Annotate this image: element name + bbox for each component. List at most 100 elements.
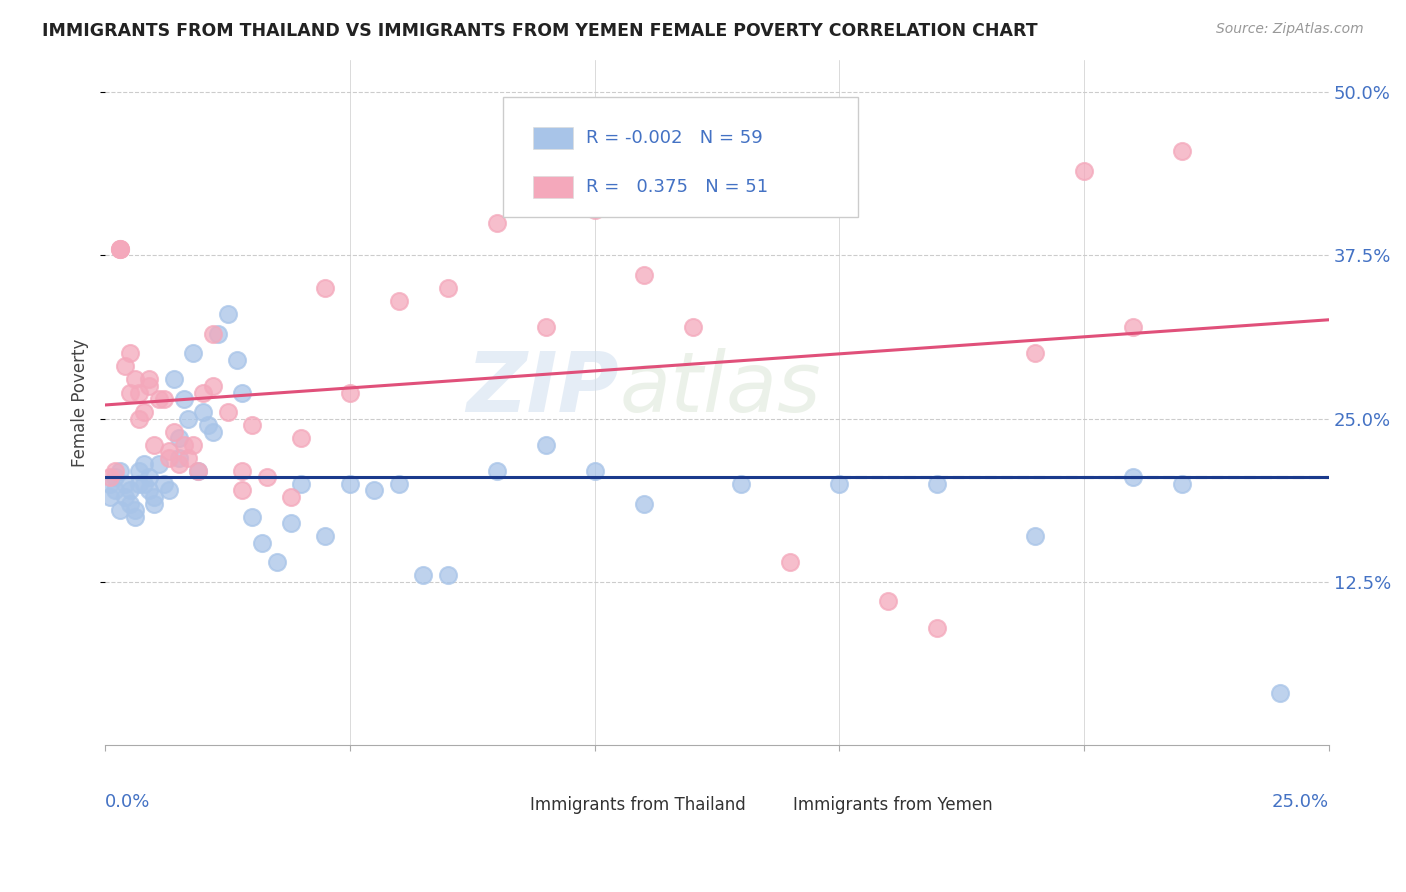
Point xyxy=(167,431,190,445)
Bar xyxy=(491,789,522,805)
Y-axis label: Female Poverty: Female Poverty xyxy=(72,338,89,467)
Point xyxy=(191,405,214,419)
Point xyxy=(363,483,385,498)
Point xyxy=(633,496,655,510)
Point xyxy=(231,385,253,400)
Point xyxy=(314,529,336,543)
Point xyxy=(114,359,136,374)
Point xyxy=(181,438,204,452)
Point xyxy=(240,509,263,524)
Point xyxy=(104,470,127,484)
Text: 0.0%: 0.0% xyxy=(105,793,150,811)
Point xyxy=(927,477,949,491)
Point xyxy=(138,372,160,386)
Point xyxy=(485,464,508,478)
Point xyxy=(177,411,200,425)
Point xyxy=(124,509,146,524)
Point xyxy=(730,477,752,491)
Point xyxy=(118,496,141,510)
Point xyxy=(266,555,288,569)
Text: R = -0.002   N = 59: R = -0.002 N = 59 xyxy=(586,129,763,147)
Point xyxy=(128,477,150,491)
Point xyxy=(134,458,156,472)
Point xyxy=(157,483,180,498)
Point xyxy=(290,431,312,445)
Point xyxy=(138,470,160,484)
Point xyxy=(124,503,146,517)
Point xyxy=(143,496,166,510)
Point xyxy=(153,477,176,491)
Point xyxy=(148,458,170,472)
Point xyxy=(633,268,655,282)
Point xyxy=(138,483,160,498)
Point xyxy=(388,294,411,309)
Point xyxy=(1122,470,1144,484)
Point xyxy=(201,326,224,341)
Point xyxy=(191,385,214,400)
Point xyxy=(163,425,186,439)
Point xyxy=(118,483,141,498)
Point xyxy=(201,379,224,393)
Point xyxy=(226,352,249,367)
Point xyxy=(98,477,121,491)
Point xyxy=(108,503,131,517)
Point xyxy=(314,281,336,295)
Point xyxy=(134,477,156,491)
Point xyxy=(583,202,606,217)
Point xyxy=(280,516,302,530)
Point xyxy=(187,464,209,478)
Point xyxy=(217,405,239,419)
Point xyxy=(104,483,127,498)
Point xyxy=(173,392,195,406)
Text: R =   0.375   N = 51: R = 0.375 N = 51 xyxy=(586,178,768,196)
Text: Immigrants from Thailand: Immigrants from Thailand xyxy=(530,797,745,814)
Point xyxy=(828,477,851,491)
Point xyxy=(143,438,166,452)
Point xyxy=(583,464,606,478)
Point xyxy=(108,242,131,256)
Point xyxy=(779,555,801,569)
Point xyxy=(108,242,131,256)
Point xyxy=(148,392,170,406)
Point xyxy=(201,425,224,439)
Point xyxy=(167,458,190,472)
Point xyxy=(388,477,411,491)
Point xyxy=(877,594,900,608)
Point xyxy=(207,326,229,341)
Point xyxy=(104,464,127,478)
Point xyxy=(339,477,361,491)
Point xyxy=(108,464,131,478)
Bar xyxy=(754,789,785,805)
Point xyxy=(98,470,121,484)
Point xyxy=(118,346,141,360)
Point xyxy=(682,320,704,334)
Point xyxy=(256,470,278,484)
Point xyxy=(231,464,253,478)
Point xyxy=(118,385,141,400)
Point xyxy=(280,490,302,504)
Point xyxy=(157,450,180,465)
Point xyxy=(138,379,160,393)
Point xyxy=(108,242,131,256)
Point xyxy=(927,621,949,635)
Point xyxy=(250,535,273,549)
Point xyxy=(485,216,508,230)
Bar xyxy=(533,176,572,198)
Point xyxy=(534,438,557,452)
Point xyxy=(436,281,458,295)
Point xyxy=(436,568,458,582)
Text: ZIP: ZIP xyxy=(467,348,619,429)
Point xyxy=(1268,686,1291,700)
Point xyxy=(173,438,195,452)
Bar xyxy=(533,128,572,149)
Point xyxy=(1073,163,1095,178)
Point xyxy=(290,477,312,491)
Text: Source: ZipAtlas.com: Source: ZipAtlas.com xyxy=(1216,22,1364,37)
Point xyxy=(134,405,156,419)
Point xyxy=(114,477,136,491)
Point xyxy=(181,346,204,360)
Point xyxy=(167,450,190,465)
Point xyxy=(1171,144,1194,158)
Point xyxy=(240,418,263,433)
Text: atlas: atlas xyxy=(619,348,821,429)
